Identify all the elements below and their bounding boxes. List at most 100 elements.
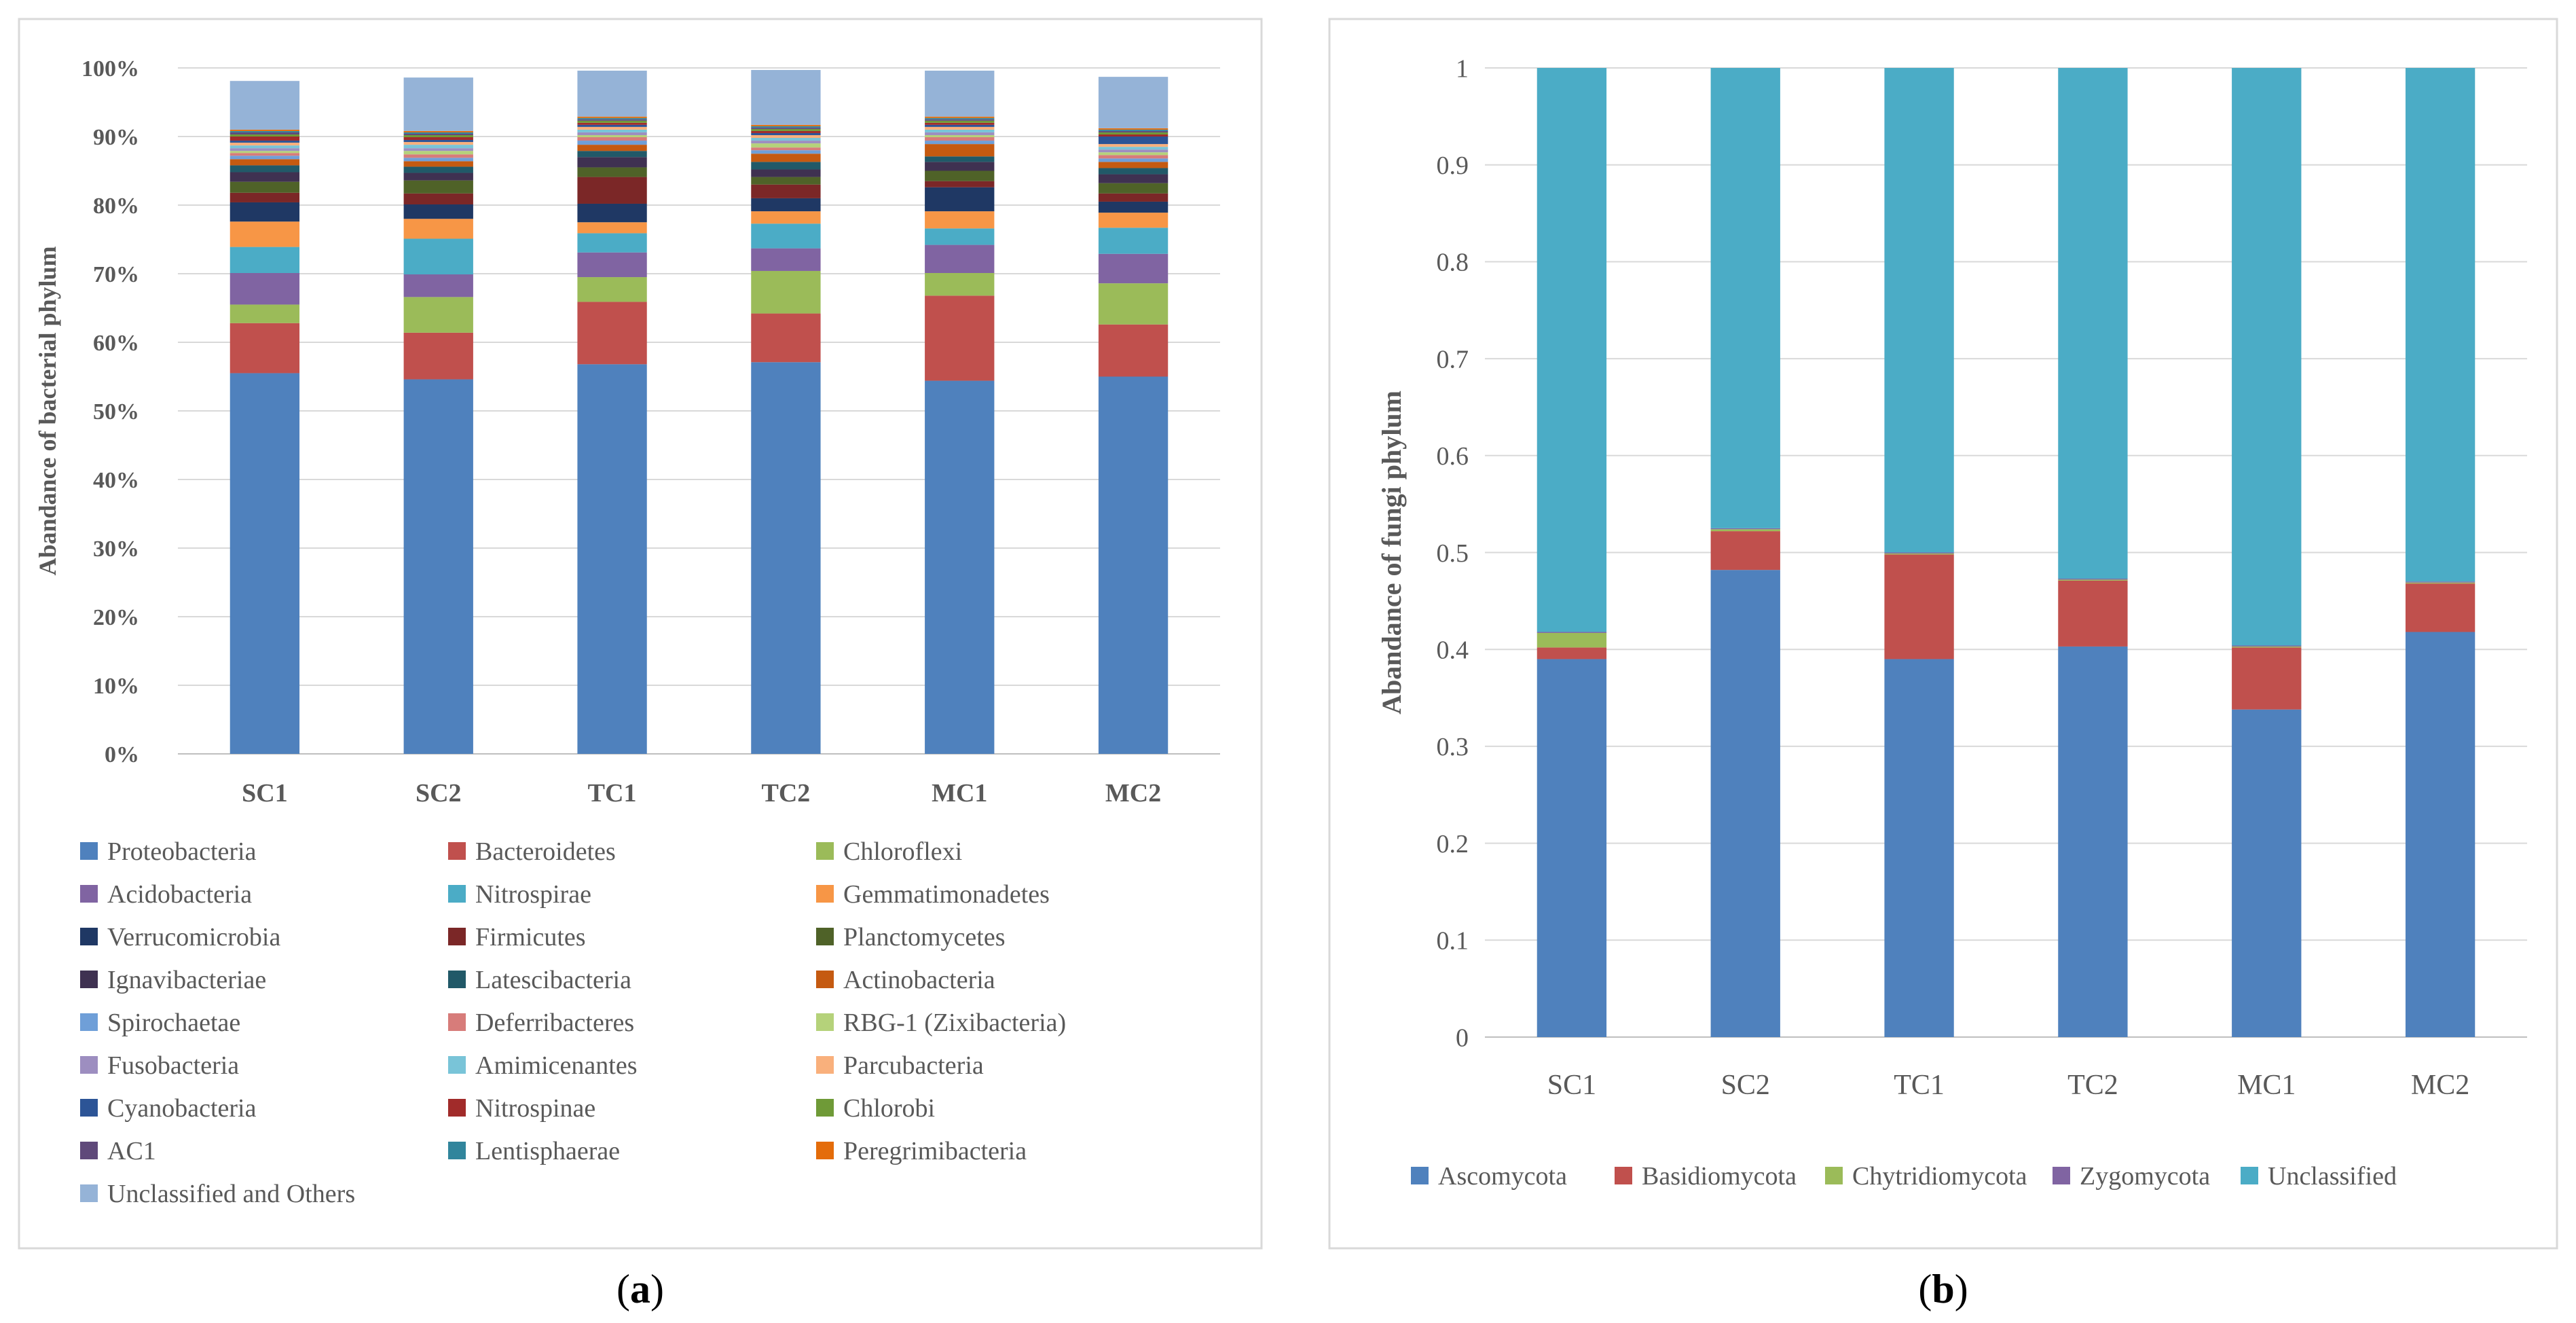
bar-sc2-nitrospinae xyxy=(403,137,473,141)
bar-mc2-actinobacteria xyxy=(1098,162,1169,168)
legend-swatch-firmicutes xyxy=(448,928,466,945)
y-tick-label: 0% xyxy=(105,742,139,767)
bar-sc1-peregrimibacteria xyxy=(229,129,300,131)
bar-sc1-bacteroidetes xyxy=(229,323,300,374)
bar-tc2-lentisphaerae xyxy=(751,126,821,128)
legend-swatch-unclassified-and-others xyxy=(80,1184,98,1202)
legend-swatch-nitrospinae xyxy=(448,1099,466,1117)
legend-label-verrucomicrobia: Verrucomicrobia xyxy=(107,923,280,952)
bar-mc1-latescibacteria xyxy=(925,156,995,162)
legend-swatch-gemmatimonadetes xyxy=(816,885,834,903)
bar-mc1-rbg-1-zixibacteria xyxy=(925,134,995,138)
bar-mc2-nitrospirae xyxy=(1098,228,1169,254)
legend-swatch-latescibacteria xyxy=(448,971,466,988)
bar-tc2-ignavibacteriae xyxy=(751,169,821,177)
legend-swatch-proteobacteria xyxy=(80,842,98,860)
bar-mc1-acidobacteria xyxy=(925,244,995,273)
bar-sc1-chloroflexi xyxy=(229,304,300,323)
legend-swatch-bacteroidetes xyxy=(448,842,466,860)
legend-label-chloroflexi: Chloroflexi xyxy=(843,837,962,866)
bar-sc2-verrucomicrobia xyxy=(403,204,473,219)
x-tick-label-mc1: MC1 xyxy=(932,779,987,808)
bar-tc2-ascomycota xyxy=(2058,646,2128,1037)
bar-sc1-verrucomicrobia xyxy=(229,202,300,222)
y-tick-label: 0.8 xyxy=(1437,249,1469,277)
bar-tc1-unclassified xyxy=(1884,68,1954,553)
bar-tc2-unclassified-and-others xyxy=(751,70,821,125)
bar-mc1-nitrospinae xyxy=(925,122,995,125)
bar-tc2-basidiomycota xyxy=(2058,580,2128,647)
bar-sc2-ignavibacteriae xyxy=(403,173,473,181)
bar-tc2-bacteroidetes xyxy=(751,313,821,363)
legend-swatch-chloroflexi xyxy=(816,842,834,860)
legend-swatch-ascomycota xyxy=(1411,1167,1429,1184)
legend-swatch-lentisphaerae xyxy=(448,1142,466,1159)
bar-tc2-cyanobacteria xyxy=(751,132,821,135)
bar-sc2-actinobacteria xyxy=(403,161,473,167)
y-tick-label: 0.5 xyxy=(1437,539,1469,568)
bar-mc2-spirochaetae xyxy=(1098,158,1169,162)
bar-tc2-unclassified xyxy=(2058,68,2128,579)
bar-tc1-gemmatimonadetes xyxy=(577,222,647,234)
bar-tc1-planctomycetes xyxy=(577,167,647,177)
legend-swatch-chytridiomycota xyxy=(1825,1167,1843,1184)
bar-mc2-unclassified-and-others xyxy=(1098,77,1169,128)
bar-tc1-ascomycota xyxy=(1884,659,1954,1037)
bar-sc2-ac1 xyxy=(403,133,473,135)
legend-swatch-ac1 xyxy=(80,1142,98,1159)
bar-mc2-rbg-1-zixibacteria xyxy=(1098,152,1169,156)
bar-sc1-actinobacteria xyxy=(229,159,300,166)
bar-sc1-firmicutes xyxy=(229,192,300,202)
bar-tc1-cyanobacteria xyxy=(577,124,647,127)
y-tick-label: 0 xyxy=(1456,1023,1469,1052)
legend-label-parcubacteria: Parcubacteria xyxy=(843,1051,984,1080)
bar-mc1-nitrospirae xyxy=(925,228,995,245)
bar-sc1-nitrospinae xyxy=(229,137,300,141)
bar-sc1-ascomycota xyxy=(1537,659,1607,1037)
bar-mc1-verrucomicrobia xyxy=(925,187,995,212)
bar-sc2-proteobacteria xyxy=(403,379,473,754)
bar-mc2-planctomycetes xyxy=(1098,183,1169,194)
bar-tc1-proteobacteria xyxy=(577,364,647,754)
bar-tc1-unclassified-and-others xyxy=(577,71,647,117)
y-tick-label: 80% xyxy=(93,194,139,219)
y-tick-label: 0.3 xyxy=(1437,733,1469,761)
bacterial-gridlines xyxy=(178,67,1220,755)
bar-tc1-peregrimibacteria xyxy=(577,116,647,118)
bar-tc1-deferribacteres xyxy=(577,137,647,141)
bar-mc1-lentisphaerae xyxy=(925,117,995,120)
bar-mc1-fusobacteria xyxy=(925,132,995,135)
y-tick-label: 50% xyxy=(93,399,139,424)
legend-swatch-basidiomycota xyxy=(1615,1167,1632,1184)
legend-swatch-zygomycota xyxy=(2053,1167,2070,1184)
bar-sc1-unclassified xyxy=(1537,68,1607,632)
bar-mc2-parcubacteria xyxy=(1098,144,1169,147)
bar-tc1-actinobacteria xyxy=(577,145,647,151)
legend-label-ascomycota: Ascomycota xyxy=(1438,1162,1567,1191)
legend-label-deferribacteres: Deferribacteres xyxy=(475,1009,634,1037)
bar-tc1-spirochaetae xyxy=(577,141,647,145)
bar-tc2-planctomycetes xyxy=(751,177,821,185)
bacterial-x-tick-labels: SC1 SC2 TC1 TC2 MC1 MC2 xyxy=(242,779,1161,808)
bar-sc2-chlorobi xyxy=(403,134,473,138)
bar-tc2-spirochaetae xyxy=(751,150,821,154)
legend-label-bacteroidetes: Bacteroidetes xyxy=(475,837,616,866)
bar-sc2-rbg-1-zixibacteria xyxy=(403,151,473,155)
bar-mc1-bacteroidetes xyxy=(925,295,995,381)
legend-label-chlorobi: Chlorobi xyxy=(843,1094,935,1123)
bar-mc2-unclassified xyxy=(2405,68,2476,582)
bar-tc2-fusobacteria xyxy=(751,141,821,144)
y-tick-label: 70% xyxy=(93,262,139,287)
bar-tc2-parcubacteria xyxy=(751,134,821,139)
bar-tc2-chloroflexi xyxy=(751,270,821,314)
bar-sc1-chlorobi xyxy=(229,134,300,137)
legend-label-planctomycetes: Planctomycetes xyxy=(843,923,1005,952)
bar-sc1-parcubacteria xyxy=(229,143,300,146)
bar-sc2-fusobacteria xyxy=(403,148,473,151)
legend-swatch-acidobacteria xyxy=(80,885,98,903)
bar-sc2-basidiomycota xyxy=(1710,531,1780,570)
legend-swatch-deferribacteres xyxy=(448,1013,466,1031)
legend-label-peregrimibacteria: Peregrimibacteria xyxy=(843,1137,1027,1165)
bar-mc2-cyanobacteria xyxy=(1098,137,1169,145)
legend-label-acidobacteria: Acidobacteria xyxy=(107,880,252,909)
